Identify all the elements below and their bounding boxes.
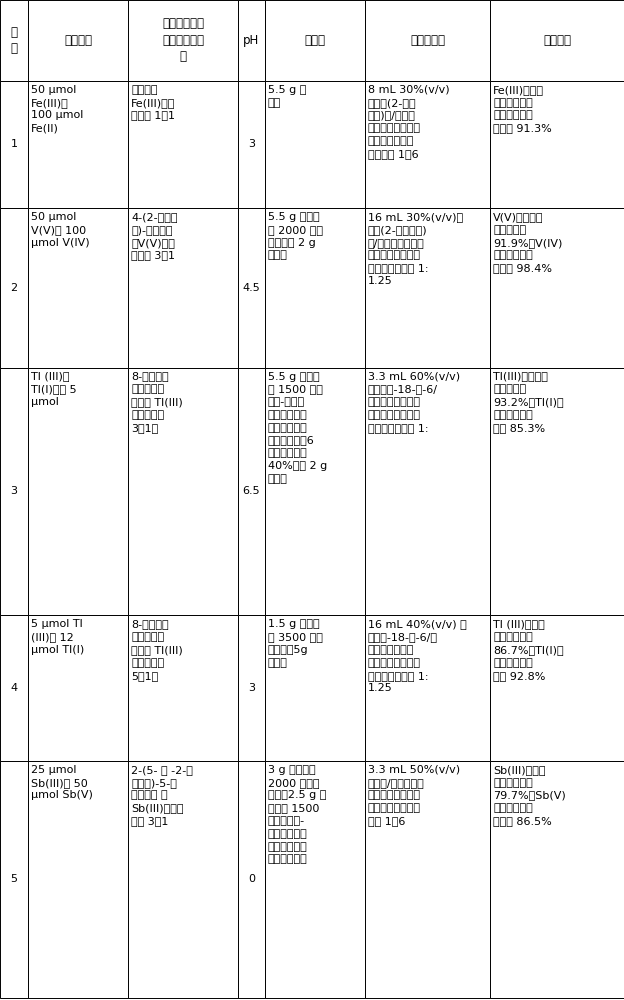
Bar xyxy=(490,81,624,208)
Bar xyxy=(238,761,265,998)
Bar xyxy=(265,0,365,81)
Bar xyxy=(238,0,265,81)
Text: 25 μmol
Sb(III)和 50
μmol Sb(V): 25 μmol Sb(III)和 50 μmol Sb(V) xyxy=(31,765,93,800)
Bar xyxy=(128,615,238,761)
Bar xyxy=(28,81,128,208)
Text: 5: 5 xyxy=(11,874,17,884)
Text: 2: 2 xyxy=(11,283,17,293)
Bar xyxy=(28,615,128,761)
Bar xyxy=(128,208,238,368)
Bar xyxy=(490,208,624,368)
Bar xyxy=(365,0,490,81)
Text: 50 μmol
Fe(III)和
100 μmol
Fe(II): 50 μmol Fe(III)和 100 μmol Fe(II) xyxy=(31,85,84,133)
Text: 联吡啶与
Fe(III)的摩
尔比为 1：1: 联吡啶与 Fe(III)的摩 尔比为 1：1 xyxy=(131,85,175,120)
Bar xyxy=(490,368,624,615)
Bar xyxy=(490,0,624,81)
Text: 3: 3 xyxy=(11,486,17,496)
Text: V(V)在中相的
萃取率达到
91.9%，V(IV)
在上相的萃取
率达到 98.4%: V(V)在中相的 萃取率达到 91.9%，V(IV) 在上相的萃取 率达到 98… xyxy=(493,212,562,273)
Text: Tl(III)在中相的
萃取率达到
93.2%，Tl(I)在
上相的萃取率
达到 85.3%: Tl(III)在中相的 萃取率达到 93.2%，Tl(I)在 上相的萃取率 达到… xyxy=(493,372,563,433)
Bar xyxy=(365,208,490,368)
Bar xyxy=(365,761,490,998)
Text: 16 mL 30%(v/v)磷
酸二(2-乙基己基)
酯/煤油混合有机溶
剂，有机溶剂和水
溶液的体积比为 1:
1.25: 16 mL 30%(v/v)磷 酸二(2-乙基己基) 酯/煤油混合有机溶 剂，有… xyxy=(368,212,463,286)
Text: Tl (III)和
Tl(I)均为 5
μmol: Tl (III)和 Tl(I)均为 5 μmol xyxy=(31,372,77,407)
Bar xyxy=(28,368,128,615)
Text: pH: pH xyxy=(243,34,260,47)
Text: 4.5: 4.5 xyxy=(243,283,260,293)
Bar xyxy=(28,761,128,998)
Bar xyxy=(128,0,238,81)
Bar xyxy=(365,615,490,761)
Bar xyxy=(0,81,28,208)
Text: 5.5 g 分子量
为 1500 聚氧
乙烯-聚氧丙
烯共聚物（其
中聚环氧乙烷
嵌段占共聚物6
的质量分数为
40%）和 2 g
硫酸钠: 5.5 g 分子量 为 1500 聚氧 乙烯-聚氧丙 烯共聚物（其 中聚环氧乙烷… xyxy=(268,372,327,484)
Text: Sb(III)在中相
的萃取率达到
79.7%，Sb(V)
在上相的萃取
率达到 86.5%: Sb(III)在中相 的萃取率达到 79.7%，Sb(V) 在上相的萃取 率达到… xyxy=(493,765,566,826)
Text: 5.5 g 分子量
为 2000 的聚
乙二醇和 2 g
硫酸铵: 5.5 g 分子量 为 2000 的聚 乙二醇和 2 g 硫酸铵 xyxy=(268,212,323,260)
Text: 16 mL 40%(v/v) 二
环己烷-18-冠-6/正
庚烷混合有机溶
剂，有机溶剂和水
溶液的体积比为 1:
1.25: 16 mL 40%(v/v) 二 环己烷-18-冠-6/正 庚烷混合有机溶 剂，… xyxy=(368,619,467,693)
Text: 0: 0 xyxy=(248,874,255,884)
Bar xyxy=(490,761,624,998)
Text: 5.5 g 硫
酸铵: 5.5 g 硫 酸铵 xyxy=(268,85,306,108)
Bar xyxy=(0,0,28,81)
Text: 稀释剂: 稀释剂 xyxy=(305,34,326,47)
Bar xyxy=(265,615,365,761)
Text: Tl (III)在中相
的萃取率达到
86.7%，Tl(I)在
上相的萃取率
达到 92.8%: Tl (III)在中相 的萃取率达到 86.7%，Tl(I)在 上相的萃取率 达… xyxy=(493,619,563,681)
Bar xyxy=(0,615,28,761)
Text: 萃取效果: 萃取效果 xyxy=(543,34,571,47)
Text: 5 μmol Tl
(III)和 12
μmol Tl(I): 5 μmol Tl (III)和 12 μmol Tl(I) xyxy=(31,619,84,655)
Bar xyxy=(238,615,265,761)
Text: 有机相组成: 有机相组成 xyxy=(410,34,445,47)
Bar xyxy=(128,81,238,208)
Text: 萃取剂及与高
价离子的摩尔
比: 萃取剂及与高 价离子的摩尔 比 xyxy=(162,17,204,63)
Bar xyxy=(0,368,28,615)
Text: 3.3 mL 50%(v/v)
异丙醚/正己烷混合
有机溶剂，有机溶
剂和水溶液的体积
比为 1：6: 3.3 mL 50%(v/v) 异丙醚/正己烷混合 有机溶剂，有机溶 剂和水溶液… xyxy=(368,765,460,826)
Bar xyxy=(265,208,365,368)
Text: Fe(III)在中相
的萃取率达到
在上相的萃取
率达到 91.3%: Fe(III)在中相 的萃取率达到 在上相的萃取 率达到 91.3% xyxy=(493,85,552,133)
Bar xyxy=(0,761,28,998)
Text: 6.5: 6.5 xyxy=(243,486,260,496)
Text: 4-(2-吡啶偶
氮)-间苯二酚
与V(V)的摩
尔比为 3：1: 4-(2-吡啶偶 氮)-间苯二酚 与V(V)的摩 尔比为 3：1 xyxy=(131,212,177,260)
Bar xyxy=(28,208,128,368)
Text: 3 g 分子量为
2000 的聚乙
二醇、2.5 g 分
子量为 1500
的聚氧乙烯-
聚氧丙烯共聚
物（其中聚环
氧乙烷嵌段占: 3 g 分子量为 2000 的聚乙 二醇、2.5 g 分 子量为 1500 的聚… xyxy=(268,765,326,864)
Bar xyxy=(265,761,365,998)
Bar xyxy=(128,761,238,998)
Bar xyxy=(0,208,28,368)
Text: 8-羟基喹啉
（或邻菲啰
啉）与 Tl(III)
的摩尔比为
5：1，: 8-羟基喹啉 （或邻菲啰 啉）与 Tl(III) 的摩尔比为 5：1， xyxy=(131,619,183,681)
Text: 8-羟基喹啉
（或邻菲啰
啉）与 Tl(III)
的摩尔比为
3：1，: 8-羟基喹啉 （或邻菲啰 啉）与 Tl(III) 的摩尔比为 3：1， xyxy=(131,372,183,433)
Text: 3: 3 xyxy=(248,139,255,149)
Text: 4: 4 xyxy=(11,683,17,693)
Text: 1.5 g 分子量
为 3500 的聚
乙二醇和5g
硫酸铵: 1.5 g 分子量 为 3500 的聚 乙二醇和5g 硫酸铵 xyxy=(268,619,323,668)
Text: 50 μmol
V(V)和 100
μmol V(IV): 50 μmol V(V)和 100 μmol V(IV) xyxy=(31,212,90,248)
Bar xyxy=(128,368,238,615)
Bar xyxy=(28,0,128,81)
Text: 离子浓度: 离子浓度 xyxy=(64,34,92,47)
Text: 8 mL 30%(v/v)
磷酸二(2-乙基
己基)酯/煤油混
合有机溶剂，有机
溶剂和水溶液的
体积比为 1：6: 8 mL 30%(v/v) 磷酸二(2-乙基 己基)酯/煤油混 合有机溶剂，有机… xyxy=(368,85,450,159)
Bar xyxy=(238,81,265,208)
Bar xyxy=(238,208,265,368)
Bar xyxy=(238,368,265,615)
Bar xyxy=(365,368,490,615)
Bar xyxy=(265,81,365,208)
Text: 3.3 mL 60%(v/v)
二环己烷-18-冠-6/
正壬烷混合有机溶
剂，有机溶剂和水
溶液的体积比为 1:: 3.3 mL 60%(v/v) 二环己烷-18-冠-6/ 正壬烷混合有机溶 剂，… xyxy=(368,372,460,433)
Text: 2-(5- 溴 -2-吡
啶偶氮)-5-二
乙氨基酚 与
Sb(III)的摩尔
比为 3：1: 2-(5- 溴 -2-吡 啶偶氮)-5-二 乙氨基酚 与 Sb(III)的摩尔 … xyxy=(131,765,193,826)
Text: 1: 1 xyxy=(11,139,17,149)
Text: 序
号: 序 号 xyxy=(11,26,17,55)
Bar xyxy=(265,368,365,615)
Bar xyxy=(490,615,624,761)
Text: 3: 3 xyxy=(248,683,255,693)
Bar xyxy=(365,81,490,208)
